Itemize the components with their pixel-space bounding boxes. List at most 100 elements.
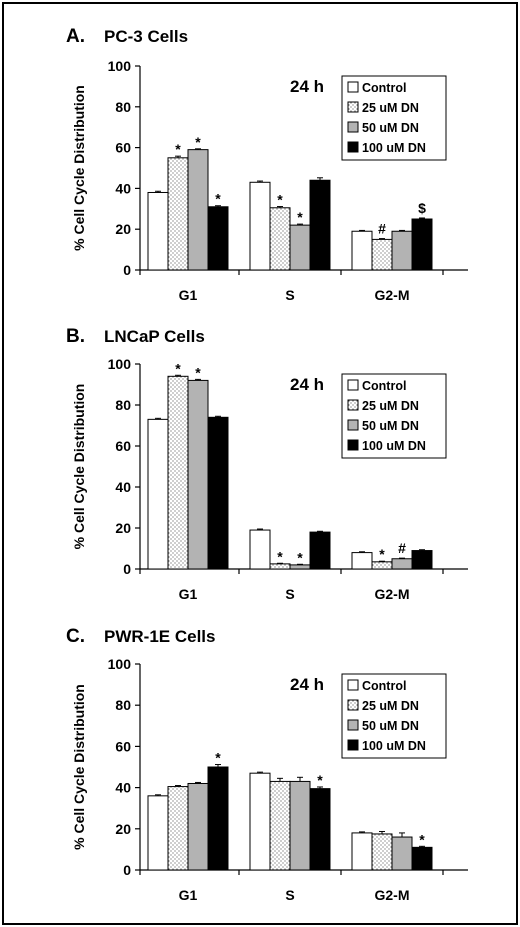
legend-label: Control	[362, 679, 406, 693]
bar	[207, 416, 229, 570]
bar	[371, 561, 393, 570]
x-category-label: G2-M	[375, 887, 410, 903]
legend-label: 25 uM DN	[362, 399, 419, 413]
bar	[249, 181, 271, 271]
bar	[187, 782, 209, 871]
y-tick-label: 80	[115, 697, 131, 713]
significance-mark: *	[195, 134, 201, 150]
legend-label: 25 uM DN	[362, 101, 419, 115]
legend-label: 50 uM DN	[362, 419, 419, 433]
legend-swatch	[347, 379, 359, 391]
bar	[411, 550, 433, 570]
panel-title: PC-3 Cells	[104, 27, 188, 46]
bar	[289, 564, 311, 570]
y-axis-label: % Cell Cycle Distribution	[71, 85, 87, 251]
y-tick-label: 20	[115, 221, 131, 237]
x-category-label: G1	[179, 586, 198, 602]
bar	[167, 375, 189, 570]
panel-letter: C.	[66, 626, 85, 647]
bar	[269, 563, 291, 570]
y-tick-label: 100	[108, 656, 132, 672]
legend-swatch	[347, 699, 359, 711]
legend-label: 25 uM DN	[362, 699, 419, 713]
bar	[147, 191, 169, 271]
legend-label: Control	[362, 379, 406, 393]
x-category-label: S	[285, 287, 294, 303]
legend-swatch	[347, 141, 359, 153]
y-tick-label: 40	[115, 180, 131, 196]
bar	[309, 788, 331, 871]
time-label: 24 h	[290, 675, 324, 694]
bar	[411, 218, 433, 271]
significance-mark: $	[418, 200, 426, 216]
time-label: 24 h	[290, 77, 324, 96]
significance-mark: *	[215, 750, 221, 766]
panel-pc-3-cells: A. PC-3 Cells % Cell Cycle Distribution 0 20…	[66, 26, 468, 303]
bar	[351, 832, 373, 871]
legend-box	[341, 373, 447, 459]
time-label: 24 h	[290, 375, 324, 394]
x-category-label: G2-M	[375, 586, 410, 602]
bar	[207, 766, 229, 871]
panels-group: A. PC-3 Cells % Cell Cycle Distribution 0 20…	[66, 26, 468, 903]
significance-mark: *	[175, 141, 181, 157]
bar	[351, 230, 373, 271]
legend-swatch	[347, 101, 359, 113]
bar	[167, 157, 189, 271]
panel-lncap-cells: B. LNCaP Cells % Cell Cycle Distribution 0 2…	[66, 326, 468, 602]
y-tick-label: 100	[108, 356, 132, 372]
bar	[147, 418, 169, 570]
panel-title: PWR-1E Cells	[104, 627, 215, 646]
y-tick-label: 40	[115, 479, 131, 495]
y-tick-label: 100	[108, 58, 132, 74]
significance-mark: *	[297, 549, 303, 565]
y-tick-label: 20	[115, 821, 131, 837]
panel-title: LNCaP Cells	[104, 327, 205, 346]
y-tick-label: 60	[115, 140, 131, 156]
bar	[187, 149, 209, 271]
bar	[351, 552, 373, 570]
legend-label: 100 uM DN	[362, 739, 426, 753]
y-axis-label: % Cell Cycle Distribution	[71, 684, 87, 850]
legend-label: 100 uM DN	[362, 439, 426, 453]
significance-mark: *	[317, 772, 323, 788]
legend-label: 100 uM DN	[362, 141, 426, 155]
bar	[309, 531, 331, 570]
y-tick-label: 20	[115, 520, 131, 536]
significance-mark: *	[195, 364, 201, 380]
significance-mark: *	[419, 831, 425, 847]
y-tick-label: 60	[115, 438, 131, 454]
significance-mark: *	[277, 192, 283, 208]
legend-label: 50 uM DN	[362, 719, 419, 733]
legend-swatch	[347, 679, 359, 691]
y-axis-label: % Cell Cycle Distribution	[71, 384, 87, 550]
panel-pwr-1e-cells: C. PWR-1E Cells % Cell Cycle Distribution 0…	[66, 626, 468, 903]
x-category-label: G2-M	[375, 287, 410, 303]
y-tick-label: 0	[123, 862, 131, 878]
panel-letter: A.	[66, 26, 85, 47]
legend-swatch	[347, 121, 359, 133]
bar	[187, 379, 209, 570]
bar	[309, 179, 331, 271]
y-tick-label: 0	[123, 262, 131, 278]
significance-mark: *	[215, 191, 221, 207]
panel-letter: B.	[66, 326, 85, 347]
bar	[371, 238, 393, 271]
bar	[391, 558, 413, 570]
x-category-label: G1	[179, 287, 198, 303]
y-tick-label: 80	[115, 397, 131, 413]
legend-swatch	[347, 439, 359, 451]
significance-mark: *	[379, 546, 385, 562]
bar	[269, 207, 291, 271]
legend-box	[341, 673, 447, 759]
legend-swatch	[347, 419, 359, 431]
legend-label: 50 uM DN	[362, 121, 419, 135]
significance-mark: *	[277, 548, 283, 564]
significance-mark: #	[378, 221, 386, 237]
bar	[207, 206, 229, 271]
legend-label: Control	[362, 81, 406, 95]
bar	[147, 795, 169, 871]
x-category-label: S	[285, 887, 294, 903]
legend-box	[341, 75, 447, 161]
